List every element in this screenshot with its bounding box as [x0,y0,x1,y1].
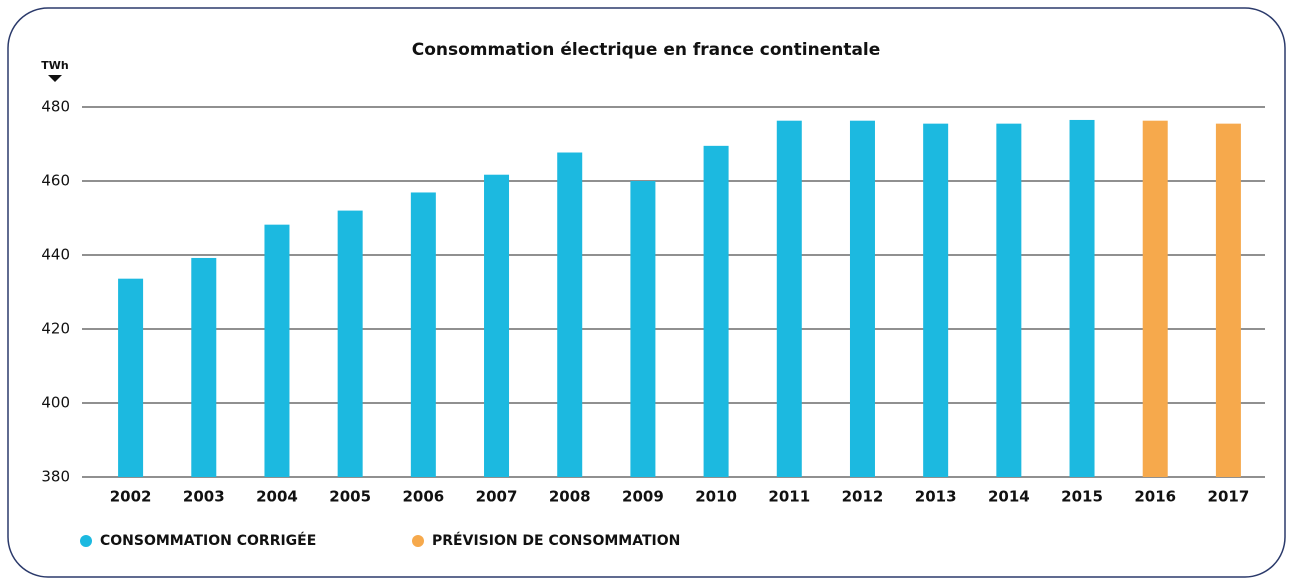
x-tick-label: 2003 [183,488,225,506]
legend-label: PRÉVISION DE CONSOMMATION [432,532,680,549]
x-tick-label: 2015 [1061,488,1103,506]
y-tick-label: 480 [41,98,70,116]
y-tick-label: 420 [41,320,70,338]
bar [410,192,436,477]
frame [7,7,1286,578]
x-tick-label: 2005 [329,488,371,506]
x-tick-label: 2010 [695,488,737,506]
legend-label: CONSOMMATION CORRIGÉE [100,532,316,549]
bar [557,152,583,477]
bar [703,145,729,477]
bar [1142,120,1168,477]
bar [1069,119,1095,477]
legend-marker [80,535,92,547]
y-unit: TWh [41,59,68,72]
unit-arrow [48,75,62,82]
x-tick-label: 2007 [476,488,518,506]
bar [996,123,1022,478]
y-tick-label: 440 [41,246,70,264]
bar [776,120,802,477]
x-tick-label: 2009 [622,488,664,506]
bar [191,257,217,477]
bar [849,120,875,477]
chart-title: Consommation électrique en france contin… [412,40,881,60]
x-tick-label: 2004 [256,488,298,506]
x-tick-label: 2017 [1208,488,1250,506]
x-tick-label: 2016 [1134,488,1176,506]
bar [630,181,656,477]
x-tick-label: 2013 [915,488,957,506]
legend-marker [412,535,424,547]
bar [264,224,290,477]
bar [923,123,949,478]
x-tick-label: 2008 [549,488,591,506]
bar [118,278,144,477]
y-tick-label: 460 [41,172,70,190]
bar [484,174,510,477]
y-tick-label: 380 [41,468,70,486]
bar [1215,123,1241,478]
x-tick-label: 2002 [110,488,152,506]
y-tick-label: 400 [41,394,70,412]
x-tick-label: 2011 [768,488,810,506]
x-tick-label: 2014 [988,488,1030,506]
x-tick-label: 2006 [402,488,444,506]
bar [337,210,363,477]
x-tick-label: 2012 [842,488,884,506]
